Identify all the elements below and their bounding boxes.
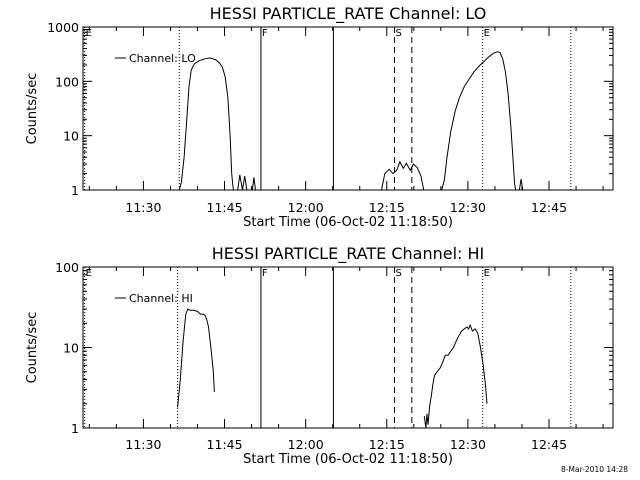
x-axis-label: Start Time (06-Oct-02 11:18:50) [243,215,453,230]
marker-label: S [396,28,402,39]
y-axis-label: Counts/sec [25,73,40,145]
marker-label: E [484,268,490,279]
x-tick-label: 12:45 [531,200,567,215]
x-tick-label: 11:45 [207,200,243,215]
panel-hi: HESSI PARTICLE_RATE Channel: HI 11:30 11:4… [25,244,614,467]
panel-lo: HESSI PARTICLE_RATE Channel: LO 11:30 11:4… [25,4,614,230]
x-tick-label: 12:15 [369,200,405,215]
y-tick-label: 100 [55,74,79,89]
x-tick-label: 11:30 [125,437,161,452]
legend-label: Channel: HI [129,292,193,305]
marker-label: E [86,28,92,39]
y-tick-label: 1 [71,421,79,436]
series-line [441,51,517,191]
y-axis-label: Counts/sec [25,312,40,384]
x-tick-label: 12:15 [369,437,405,452]
marker-label: E [484,28,490,39]
plot-frame [82,26,614,191]
series-line [423,323,488,429]
chart-title: HESSI PARTICLE_RATE Channel: LO [210,4,487,24]
x-tick-label: 12:30 [450,437,486,452]
marker-label: F [262,268,268,279]
footer-timestamp: 8-Mar-2010 14:28 [561,465,628,474]
legend-label: Channel: LO [129,52,196,65]
y-tick-label: 100 [55,260,79,275]
x-axis-label: Start Time (06-Oct-02 11:18:50) [243,452,453,467]
y-tick-label: 10 [63,341,79,356]
series-line [518,178,524,191]
marker-label: E [86,268,92,279]
marker-label: F [262,28,268,39]
x-tick-label: 11:30 [125,200,161,215]
x-tick-label: 12:00 [288,200,324,215]
series-line [237,174,248,191]
series-line [251,177,256,191]
x-tick-label: 12:45 [531,437,567,452]
chart-title: HESSI PARTICLE_RATE Channel: HI [212,244,485,264]
x-tick-label: 12:00 [288,437,324,452]
x-tick-label: 11:45 [207,437,243,452]
x-tick-label: 12:30 [450,200,486,215]
marker-label: S [396,268,402,279]
y-tick-label: 1 [71,183,79,198]
series-line [178,57,234,191]
series-line [381,160,425,191]
series-line [177,308,215,408]
y-tick-label: 10 [63,129,79,144]
y-tick-label: 1000 [47,20,79,35]
